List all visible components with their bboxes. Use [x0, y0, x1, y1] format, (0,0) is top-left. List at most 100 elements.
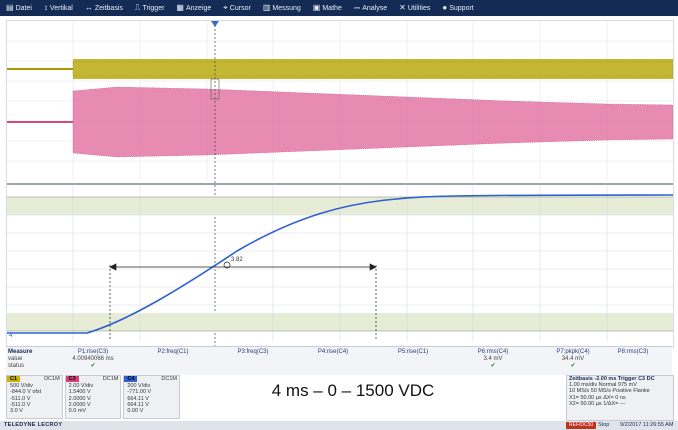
- datei-icon: ▤: [6, 3, 14, 12]
- channel-tag: C4: [124, 376, 138, 383]
- c4-channel-marker: 4: [9, 333, 13, 339]
- channel-value: 2.0000 V: [68, 395, 91, 402]
- measure-column[interactable]: P7:pkpk(C4) 34.4 mV ✔: [538, 349, 608, 370]
- timebase-trigger-panel[interactable]: Zeitbasis -2.00 ms Trigger C3 DC 1.00 ms/…: [566, 375, 674, 421]
- measure-status: ✔: [90, 363, 96, 369]
- menu-label: Support: [449, 4, 474, 12]
- channel-c4-descriptor[interactable]: C4 DC1M 200 V/div -771.00 V 664.11 V 664.11 V…: [123, 375, 181, 419]
- analyse-icon: ⎓: [353, 3, 361, 12]
- channel-value: -511.0 V: [10, 401, 31, 408]
- channel-c3-descriptor[interactable]: C3 DC1M 2.00 V/div 1.5400 V 2.0000 V 2.0000 V…: [64, 375, 122, 419]
- measure-column[interactable]: P6:rms(C4) 3.4 mV ✔: [458, 349, 528, 370]
- rise-time-marker[interactable]: [109, 261, 377, 341]
- brand-logo: TELEDYNE LECROY: [4, 422, 63, 428]
- measure-value: 34.4 mV: [561, 356, 585, 362]
- vertikal-icon: ↕: [43, 3, 48, 12]
- menu-item-anzeige[interactable]: ▦ Anzeige: [170, 0, 217, 16]
- channel-value: 664.11 V: [127, 401, 149, 408]
- menu-label: Anzeige: [185, 4, 212, 12]
- menu-label: Messung: [272, 4, 301, 12]
- channel-value: 0.0 mV: [68, 408, 87, 415]
- channel-descriptors: C1 DC1M 500 V/div -844.0 V ofst -511.0 V -511…: [6, 375, 181, 419]
- measurement-table: Measure value status P1:rise(C3) 4.009400…: [6, 346, 672, 375]
- support-icon: ●: [442, 3, 448, 12]
- zeitbasis-icon: ↔: [84, 3, 93, 12]
- waveform-canvas[interactable]: 3.82 4: [7, 21, 673, 347]
- channel-value: -844.0 V ofst: [10, 389, 42, 396]
- timebase-row: Zeitbasis -2.00 ms Trigger C3 DC: [569, 376, 655, 382]
- channel-value: 664.11 V: [127, 395, 149, 402]
- measure-column[interactable]: P5:rise(C1): [378, 349, 448, 356]
- channel-c1-descriptor[interactable]: C1 DC1M 500 V/div -844.0 V ofst -511.0 V -511…: [6, 375, 63, 419]
- scope-display[interactable]: 3.82 4: [6, 20, 674, 348]
- messung-icon: ▥: [262, 3, 271, 12]
- channel-value: 2.00 V/div: [68, 383, 94, 390]
- menu-label: Zeitbasis: [94, 4, 123, 12]
- menu-label: Utilities: [407, 4, 431, 12]
- measure-value: 4.00940066 ms: [72, 356, 114, 362]
- cursor-label: 3.82: [231, 257, 243, 263]
- channel-value: 3.0 V: [10, 408, 23, 415]
- measure-column[interactable]: P1:rise(C3) 4.00940066 ms ✔: [58, 349, 128, 370]
- timebase-row: X1= 50.00 µs ΔX= 0 ns: [569, 394, 626, 401]
- menu-item-zeitbasis[interactable]: ↔ Zeitbasis: [79, 0, 129, 16]
- channel-value: -771.00 V: [127, 389, 152, 396]
- measure-value: 3.4 mV: [483, 356, 503, 362]
- c1-waveform: [7, 59, 673, 79]
- menu-item-utilities[interactable]: ✕ Utilities: [393, 0, 436, 16]
- measure-param: P7:pkpk(C4): [556, 349, 590, 355]
- channel-tag: C1: [7, 376, 21, 383]
- menu-label: Vertikal: [49, 4, 73, 12]
- coupling-mode: DC1M: [102, 376, 119, 382]
- channel-values: 2.00 V/div 1.5400 V 2.0000 V 2.0000 V 0.0 mV: [66, 382, 121, 415]
- c4-waveform: [7, 194, 673, 334]
- menu-label: Cursor: [229, 4, 251, 12]
- timebase-row: X2= 50.00 µs 1/ΔX= ---: [569, 400, 626, 407]
- mathe-icon: ▣: [312, 3, 321, 12]
- channel-value: 500 V/div: [10, 383, 33, 390]
- menu-item-support[interactable]: ● Support: [436, 0, 479, 16]
- trigger-position-marker[interactable]: [210, 21, 220, 347]
- channel-value: 0.00 V: [127, 408, 144, 415]
- measure-column[interactable]: P2:freq(C1): [138, 349, 208, 356]
- status-label: status: [8, 363, 25, 369]
- channel-values: 500 V/div -844.0 V ofst -511.0 V -511.0 V 3.…: [7, 382, 62, 415]
- figure-caption: 4 ms – 0 – 1500 VDC: [271, 381, 435, 400]
- value-label: value: [8, 356, 23, 362]
- menu-item-mathe[interactable]: ▣ Mathe: [307, 0, 348, 16]
- measure-param: P5:rise(C1): [397, 349, 429, 355]
- channel-value: 2.0000 V: [68, 401, 91, 408]
- record-indicator: REF/DC50: [566, 422, 597, 429]
- measure-status: ✔: [570, 363, 576, 369]
- measure-column[interactable]: P8:rms(C3): [598, 349, 668, 356]
- channel-values: 200 V/div -771.00 V 664.11 V 664.11 V 0.00 V: [124, 382, 179, 415]
- coupling-mode: DC1M: [44, 376, 60, 382]
- utilities-icon: ✕: [399, 3, 406, 12]
- anzeige-icon: ▦: [176, 3, 184, 12]
- timebase-row: 1.00 ms/div Normal 975 mV: [569, 382, 637, 389]
- measure-column[interactable]: P3:freq(C3): [218, 349, 288, 356]
- menu-item-vertikal[interactable]: ↕ Vertikal: [38, 0, 79, 16]
- status-bar: TELEDYNE LECROY REF/DC50 Stop 9/2/2017 1…: [0, 421, 678, 430]
- menu-item-cursor[interactable]: ⌖ Cursor: [217, 0, 257, 16]
- channel-value: -511.0 V: [10, 395, 31, 402]
- coupling-mode: DC1M: [161, 376, 178, 382]
- menu-item-messung[interactable]: ▥ Messung: [257, 0, 307, 16]
- menu-item-analyse[interactable]: ⎓ Analyse: [348, 0, 393, 16]
- channel-tag: C3: [65, 376, 79, 383]
- measure-param: P8:rms(C3): [617, 349, 649, 355]
- acquisition-status: Stop: [598, 422, 610, 428]
- measure-label: Measure: [8, 349, 33, 355]
- c3-waveform: [7, 86, 673, 158]
- menu-item-datei[interactable]: ▤ Datei: [0, 0, 38, 16]
- measure-column[interactable]: P4:rise(C4): [298, 349, 368, 356]
- menu-bar: ▤ Datei ↕ Vertikal ↔ Zeitbasis ⎍ Trigger ▦ Anzeig…: [0, 0, 678, 16]
- menu-item-trigger[interactable]: ⎍ Trigger: [129, 0, 171, 16]
- menu-label: Mathe: [322, 4, 342, 12]
- menu-label: Datei: [15, 4, 32, 12]
- trigger-icon: ⎍: [134, 3, 141, 12]
- menu-label: Analyse: [362, 4, 388, 12]
- channel-value: 1.5400 V: [68, 389, 91, 396]
- measure-row-labels: Measure value status: [8, 349, 32, 370]
- timebase-row: 10 MS/s 50 MS/s Positive Flanke: [569, 388, 650, 395]
